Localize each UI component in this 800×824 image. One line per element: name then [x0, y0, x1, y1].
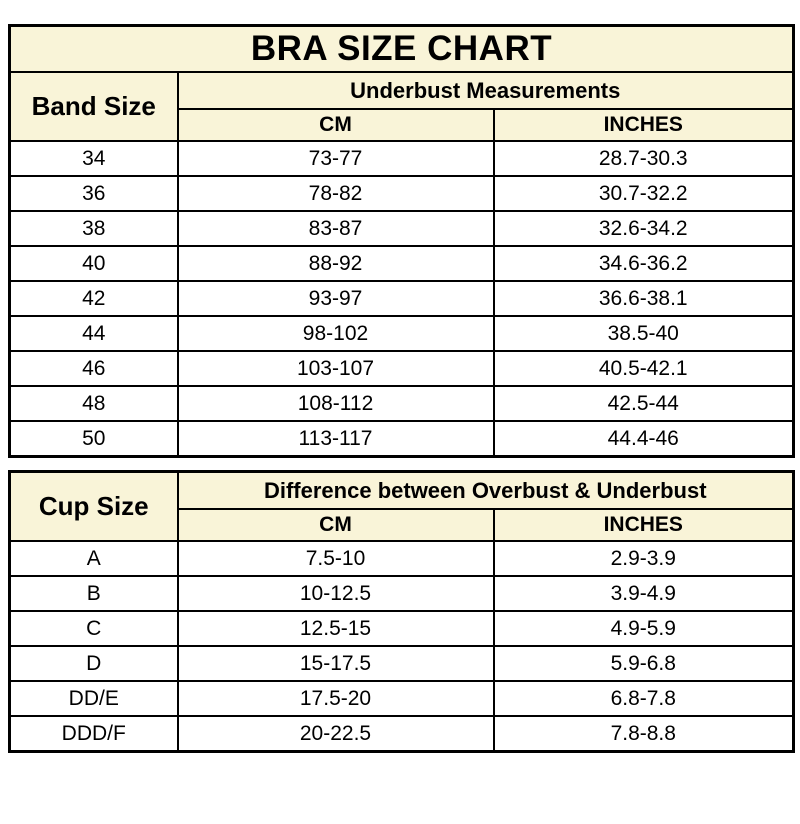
band-cm-value: 78-82 [176, 175, 495, 212]
band-size-value: 42 [8, 280, 179, 317]
table-row: 42 93-97 36.6-38.1 [8, 280, 795, 317]
table-row: 36 78-82 30.7-32.2 [8, 175, 795, 212]
cup-inches-value: 2.9-3.9 [492, 540, 795, 577]
cup-cm-value: 15-17.5 [176, 645, 495, 682]
table-row: B 10-12.5 3.9-4.9 [8, 575, 795, 612]
band-size-value: 48 [8, 385, 179, 422]
underbust-measurements-header: Underbust Measurements [176, 71, 795, 110]
band-inches-value: 32.6-34.2 [492, 210, 795, 247]
band-size-corner-label: Band Size [8, 71, 179, 142]
band-inches-value: 44.4-46 [492, 420, 795, 458]
band-cm-value: 108-112 [176, 385, 495, 422]
cup-inches-value: 5.9-6.8 [492, 645, 795, 682]
overbust-difference-header: Difference between Overbust & Underbust [176, 470, 795, 510]
band-cm-value: 103-107 [176, 350, 495, 387]
table-row: 34 73-77 28.7-30.3 [8, 140, 795, 177]
band-size-table: BRA SIZE CHART Band Size Underbust Measu… [8, 24, 795, 458]
cup-inches-value: 6.8-7.8 [492, 680, 795, 717]
cup-inches-value: 4.9-5.9 [492, 610, 795, 647]
table-row: DDD/F 20-22.5 7.8-8.8 [8, 715, 795, 753]
band-cm-value: 73-77 [176, 140, 495, 177]
band-size-value: 46 [8, 350, 179, 387]
table-row: DD/E 17.5-20 6.8-7.8 [8, 680, 795, 717]
cup-inches-column-header: INCHES [492, 508, 795, 542]
band-cm-value: 93-97 [176, 280, 495, 317]
band-cm-value: 83-87 [176, 210, 495, 247]
table-row: 44 98-102 38.5-40 [8, 315, 795, 352]
band-inches-value: 38.5-40 [492, 315, 795, 352]
cup-size-value: DDD/F [8, 715, 179, 753]
band-cm-value: 88-92 [176, 245, 495, 282]
table-row: A 7.5-10 2.9-3.9 [8, 540, 795, 577]
table-row: D 15-17.5 5.9-6.8 [8, 645, 795, 682]
band-cm-value: 98-102 [176, 315, 495, 352]
cup-column-header-row: CM INCHES [10, 508, 795, 542]
band-inches-value: 42.5-44 [492, 385, 795, 422]
cup-cm-value: 7.5-10 [176, 540, 495, 577]
cup-size-value: DD/E [8, 680, 179, 717]
cup-cm-value: 10-12.5 [176, 575, 495, 612]
cup-cm-value: 17.5-20 [176, 680, 495, 717]
band-size-value: 44 [8, 315, 179, 352]
cup-size-table: Cup Size Difference between Overbust & U… [8, 470, 796, 753]
title-row: BRA SIZE CHART [8, 24, 795, 73]
band-cm-value: 113-117 [176, 420, 495, 458]
cup-size-value: A [8, 540, 179, 577]
band-inches-value: 40.5-42.1 [492, 350, 795, 387]
page-title: BRA SIZE CHART [8, 24, 795, 73]
table-row: 48 108-112 42.5-44 [8, 385, 795, 422]
table-row: 46 103-107 40.5-42.1 [8, 350, 795, 387]
band-inches-value: 30.7-32.2 [492, 175, 795, 212]
cup-size-corner-label: Cup Size [8, 470, 179, 542]
table-row: 40 88-92 34.6-36.2 [8, 245, 795, 282]
cup-group-header-row: Cup Size Difference between Overbust & U… [8, 470, 795, 542]
cup-cm-value: 12.5-15 [176, 610, 495, 647]
table-row: 50 113-117 44.4-46 [8, 420, 795, 458]
band-group-header-row: Band Size Underbust Measurements [8, 71, 795, 142]
band-inches-value: 28.7-30.3 [492, 140, 795, 177]
bra-size-chart-page: BRA SIZE CHART Band Size Underbust Measu… [0, 24, 800, 824]
band-size-value: 50 [8, 420, 179, 458]
band-inches-value: 36.6-38.1 [492, 280, 795, 317]
cup-inches-value: 7.8-8.8 [492, 715, 795, 753]
table-row: 38 83-87 32.6-34.2 [8, 210, 795, 247]
band-size-value: 40 [8, 245, 179, 282]
band-size-value: 34 [8, 140, 179, 177]
cup-size-value: B [8, 575, 179, 612]
cup-cm-value: 20-22.5 [176, 715, 495, 753]
cup-size-value: C [8, 610, 179, 647]
band-size-value: 38 [8, 210, 179, 247]
cup-cm-column-header: CM [176, 508, 495, 542]
band-cm-column-header: CM [176, 108, 495, 142]
band-inches-column-header: INCHES [492, 108, 795, 142]
table-row: C 12.5-15 4.9-5.9 [8, 610, 795, 647]
band-inches-value: 34.6-36.2 [492, 245, 795, 282]
band-column-header-row: CM INCHES [10, 108, 795, 142]
cup-size-value: D [8, 645, 179, 682]
band-size-value: 36 [8, 175, 179, 212]
cup-inches-value: 3.9-4.9 [492, 575, 795, 612]
